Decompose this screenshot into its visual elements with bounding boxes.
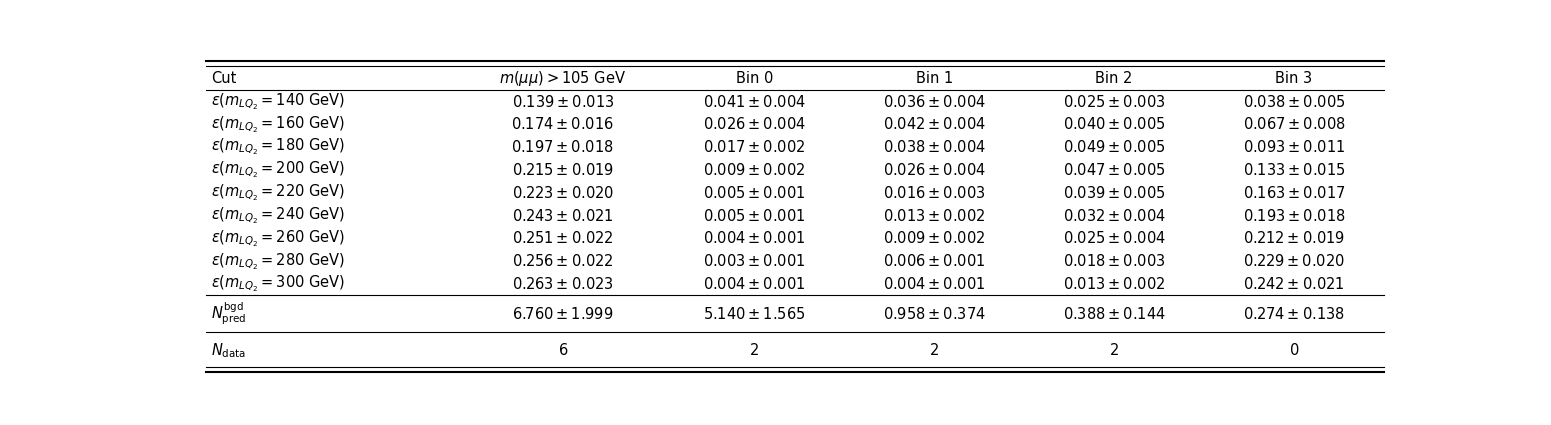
- Text: $0.163 \pm 0.017$: $0.163 \pm 0.017$: [1242, 185, 1345, 201]
- Text: $0.274 \pm 0.138$: $0.274 \pm 0.138$: [1242, 306, 1345, 322]
- Text: $N_{\mathrm{data}}$: $N_{\mathrm{data}}$: [211, 341, 245, 360]
- Text: $0.133 \pm 0.015$: $0.133 \pm 0.015$: [1242, 162, 1345, 178]
- Text: $0.388 \pm 0.144$: $0.388 \pm 0.144$: [1062, 306, 1165, 322]
- Text: $0.038 \pm 0.004$: $0.038 \pm 0.004$: [883, 139, 985, 155]
- Text: $N^{\mathrm{bgd}}_{\mathrm{pred}}$: $N^{\mathrm{bgd}}_{\mathrm{pred}}$: [211, 300, 247, 327]
- Text: $0.251 \pm 0.022$: $0.251 \pm 0.022$: [512, 230, 614, 246]
- Text: $2$: $2$: [929, 342, 938, 358]
- Text: $0.036 \pm 0.004$: $0.036 \pm 0.004$: [883, 94, 985, 110]
- Text: $5.140 \pm 1.565$: $5.140 \pm 1.565$: [703, 306, 805, 322]
- Text: $\varepsilon(m_{LQ_2} = 280$ GeV$)$: $\varepsilon(m_{LQ_2} = 280$ GeV$)$: [211, 251, 344, 272]
- Text: $0.093 \pm 0.011$: $0.093 \pm 0.011$: [1242, 139, 1345, 155]
- Text: Bin 0: Bin 0: [735, 71, 772, 86]
- Text: $0.229 \pm 0.020$: $0.229 \pm 0.020$: [1242, 253, 1345, 269]
- Text: $\varepsilon(m_{LQ_2} = 200$ GeV$)$: $\varepsilon(m_{LQ_2} = 200$ GeV$)$: [211, 160, 344, 180]
- Text: $0.049 \pm 0.005$: $0.049 \pm 0.005$: [1062, 139, 1165, 155]
- Text: $m(\mu\mu) > 105$ GeV: $m(\mu\mu) > 105$ GeV: [499, 69, 627, 88]
- Text: $0.067 \pm 0.008$: $0.067 \pm 0.008$: [1242, 116, 1345, 132]
- Text: $\varepsilon(m_{LQ_2} = 220$ GeV$)$: $\varepsilon(m_{LQ_2} = 220$ GeV$)$: [211, 182, 344, 203]
- Text: $0.047 \pm 0.005$: $0.047 \pm 0.005$: [1062, 162, 1165, 178]
- Text: $0.041 \pm 0.004$: $0.041 \pm 0.004$: [703, 94, 805, 110]
- Text: $\varepsilon(m_{LQ_2} = 140$ GeV$)$: $\varepsilon(m_{LQ_2} = 140$ GeV$)$: [211, 91, 344, 112]
- Text: $0.004 \pm 0.001$: $0.004 \pm 0.001$: [703, 276, 805, 292]
- Text: $0.025 \pm 0.003$: $0.025 \pm 0.003$: [1062, 94, 1165, 110]
- Text: $0.025 \pm 0.004$: $0.025 \pm 0.004$: [1062, 230, 1165, 246]
- Text: $0.243 \pm 0.021$: $0.243 \pm 0.021$: [512, 208, 614, 224]
- Text: $2$: $2$: [1109, 342, 1118, 358]
- Text: $0.139 \pm 0.013$: $0.139 \pm 0.013$: [512, 94, 614, 110]
- Text: $0.263 \pm 0.023$: $0.263 \pm 0.023$: [512, 276, 614, 292]
- Text: $0.174 \pm 0.016$: $0.174 \pm 0.016$: [512, 116, 614, 132]
- Text: $0.003 \pm 0.001$: $0.003 \pm 0.001$: [703, 253, 805, 269]
- Text: $0.004 \pm 0.001$: $0.004 \pm 0.001$: [883, 276, 985, 292]
- Text: $\varepsilon(m_{LQ_2} = 260$ GeV$)$: $\varepsilon(m_{LQ_2} = 260$ GeV$)$: [211, 228, 344, 249]
- Text: $0.197 \pm 0.018$: $0.197 \pm 0.018$: [512, 139, 614, 155]
- Text: $0.013 \pm 0.002$: $0.013 \pm 0.002$: [1062, 276, 1165, 292]
- Text: $0.032 \pm 0.004$: $0.032 \pm 0.004$: [1062, 208, 1165, 224]
- Text: $0.018 \pm 0.003$: $0.018 \pm 0.003$: [1062, 253, 1165, 269]
- Text: $0.005 \pm 0.001$: $0.005 \pm 0.001$: [703, 208, 805, 224]
- Text: $0.256 \pm 0.022$: $0.256 \pm 0.022$: [512, 253, 614, 269]
- Text: $0.026 \pm 0.004$: $0.026 \pm 0.004$: [703, 116, 805, 132]
- Text: $0.016 \pm 0.003$: $0.016 \pm 0.003$: [883, 185, 985, 201]
- Text: $0.212 \pm 0.019$: $0.212 \pm 0.019$: [1242, 230, 1345, 246]
- Text: Cut: Cut: [211, 71, 236, 86]
- Text: $0.958 \pm 0.374$: $0.958 \pm 0.374$: [883, 306, 985, 322]
- Text: $0.042 \pm 0.004$: $0.042 \pm 0.004$: [883, 116, 985, 132]
- Text: Bin 2: Bin 2: [1095, 71, 1132, 86]
- Text: $\varepsilon(m_{LQ_2} = 240$ GeV$)$: $\varepsilon(m_{LQ_2} = 240$ GeV$)$: [211, 205, 344, 226]
- Text: $0.009 \pm 0.002$: $0.009 \pm 0.002$: [883, 230, 985, 246]
- Text: $0.039 \pm 0.005$: $0.039 \pm 0.005$: [1062, 185, 1165, 201]
- Text: $0.005 \pm 0.001$: $0.005 \pm 0.001$: [703, 185, 805, 201]
- Text: $0.038 \pm 0.005$: $0.038 \pm 0.005$: [1242, 94, 1345, 110]
- Text: $0.215 \pm 0.019$: $0.215 \pm 0.019$: [512, 162, 614, 178]
- Text: $\varepsilon(m_{LQ_2} = 300$ GeV$)$: $\varepsilon(m_{LQ_2} = 300$ GeV$)$: [211, 274, 344, 295]
- Text: $0.006 \pm 0.001$: $0.006 \pm 0.001$: [883, 253, 985, 269]
- Text: $0$: $0$: [1289, 342, 1300, 358]
- Text: $0.009 \pm 0.002$: $0.009 \pm 0.002$: [703, 162, 805, 178]
- Text: $\varepsilon(m_{LQ_2} = 160$ GeV$)$: $\varepsilon(m_{LQ_2} = 160$ GeV$)$: [211, 114, 344, 135]
- Text: $0.040 \pm 0.005$: $0.040 \pm 0.005$: [1062, 116, 1165, 132]
- Text: Bin 3: Bin 3: [1275, 71, 1312, 86]
- Text: $0.026 \pm 0.004$: $0.026 \pm 0.004$: [883, 162, 985, 178]
- Text: $0.017 \pm 0.002$: $0.017 \pm 0.002$: [703, 139, 805, 155]
- Text: $\varepsilon(m_{LQ_2} = 180$ GeV$)$: $\varepsilon(m_{LQ_2} = 180$ GeV$)$: [211, 137, 344, 158]
- Text: $0.223 \pm 0.020$: $0.223 \pm 0.020$: [512, 185, 614, 201]
- Text: $0.193 \pm 0.018$: $0.193 \pm 0.018$: [1242, 208, 1345, 224]
- Text: $0.242 \pm 0.021$: $0.242 \pm 0.021$: [1244, 276, 1345, 292]
- Text: Bin 1: Bin 1: [915, 71, 952, 86]
- Text: $0.004 \pm 0.001$: $0.004 \pm 0.001$: [703, 230, 805, 246]
- Text: $6$: $6$: [558, 342, 568, 358]
- Text: $2$: $2$: [749, 342, 758, 358]
- Text: $0.013 \pm 0.002$: $0.013 \pm 0.002$: [883, 208, 985, 224]
- Text: $6.760 \pm 1.999$: $6.760 \pm 1.999$: [512, 306, 614, 322]
